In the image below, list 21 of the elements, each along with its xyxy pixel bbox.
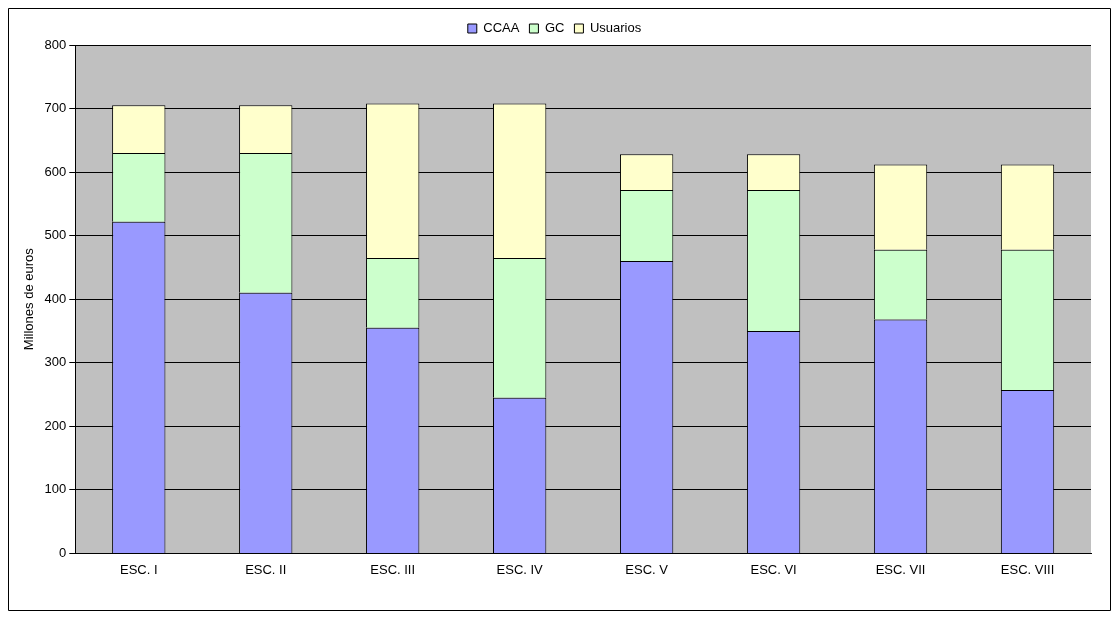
x-tick-label: ESC. VIII: [1000, 561, 1055, 577]
y-tick-label: 600: [44, 163, 67, 179]
y-tick-label: 200: [44, 417, 67, 433]
y-tick-label: 500: [44, 227, 67, 243]
x-tick-label: ESC. II: [245, 561, 287, 577]
x-tick-label: ESC. VI: [750, 561, 797, 577]
x-tick-label: ESC. I: [119, 561, 158, 577]
legend-label: CCAA: [483, 20, 520, 36]
x-tick-label: ESC. IV: [496, 561, 544, 577]
legend-label: GC: [544, 20, 565, 36]
x-tick-label: ESC. VII: [875, 561, 926, 577]
y-tick-label: 800: [44, 36, 67, 52]
y-tick-label: 700: [44, 100, 67, 116]
legend-label: Usuarios: [589, 20, 642, 36]
x-tick-label: ESC. V: [625, 561, 669, 577]
y-tick-label: 0: [59, 544, 67, 560]
y-tick-label: 100: [44, 481, 67, 497]
y-tick-label: 400: [44, 290, 67, 306]
x-tick-label: ESC. III: [370, 561, 416, 577]
y-tick-label: 300: [44, 354, 67, 370]
y-axis-title: Millones de euros: [21, 247, 37, 351]
